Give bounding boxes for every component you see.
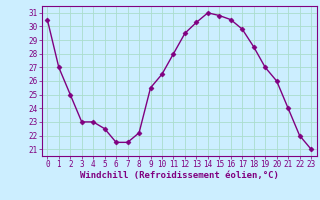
X-axis label: Windchill (Refroidissement éolien,°C): Windchill (Refroidissement éolien,°C) xyxy=(80,171,279,180)
